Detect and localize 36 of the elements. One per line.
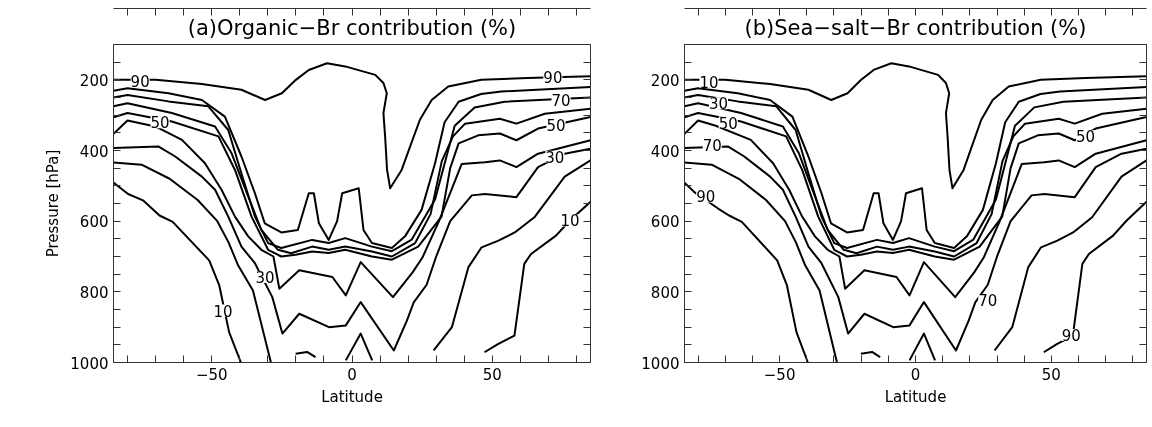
annotation: 50 bbox=[150, 114, 170, 133]
y-axis-title: Pressure [hPa] bbox=[44, 149, 63, 258]
x-axis-title: Latitude bbox=[321, 387, 383, 406]
y-tick-label: 200 bbox=[79, 71, 109, 90]
x-tick-label: 50 bbox=[1041, 365, 1061, 384]
chart-title: (b)Sea−salt−Br contribution (%) bbox=[744, 15, 1087, 40]
annotation: 70 bbox=[978, 291, 998, 310]
x-tick-label: 0 bbox=[347, 365, 357, 384]
x-tick-label: −50 bbox=[195, 365, 228, 384]
y-tick-label: 600 bbox=[650, 213, 680, 232]
annotation: 50 bbox=[546, 117, 566, 136]
x-tick-label: 0 bbox=[910, 365, 921, 384]
annotation: 30 bbox=[708, 95, 729, 114]
annotation: 30 bbox=[545, 148, 565, 167]
y-tick-label: 200 bbox=[650, 71, 680, 90]
x-axis-title: Latitude bbox=[884, 387, 947, 406]
annotation: 30 bbox=[255, 268, 275, 287]
annotation: 90 bbox=[696, 188, 716, 207]
annotation: 10 bbox=[213, 302, 233, 321]
y-tick-label: 400 bbox=[650, 142, 680, 161]
x-tick-label: 50 bbox=[482, 365, 502, 384]
chart-title: (a)Organic−Br contribution (%) bbox=[187, 15, 517, 40]
annotation: 70 bbox=[702, 136, 722, 155]
annotation: 70 bbox=[551, 92, 571, 111]
annotation: 50 bbox=[718, 114, 738, 133]
y-tick-label: 600 bbox=[79, 213, 109, 232]
y-tick-label: 1000 bbox=[70, 354, 109, 373]
y-tick-label: 800 bbox=[650, 283, 680, 302]
annotation: 50 bbox=[1076, 128, 1096, 147]
annotation: 90 bbox=[130, 72, 150, 91]
y-tick-label: 800 bbox=[79, 283, 109, 302]
y-tick-label: 1000 bbox=[641, 354, 680, 373]
annotation: 10 bbox=[699, 73, 719, 92]
x-tick-label: −50 bbox=[763, 365, 796, 384]
annotation: 90 bbox=[543, 69, 563, 88]
y-tick-label: 400 bbox=[79, 142, 109, 161]
